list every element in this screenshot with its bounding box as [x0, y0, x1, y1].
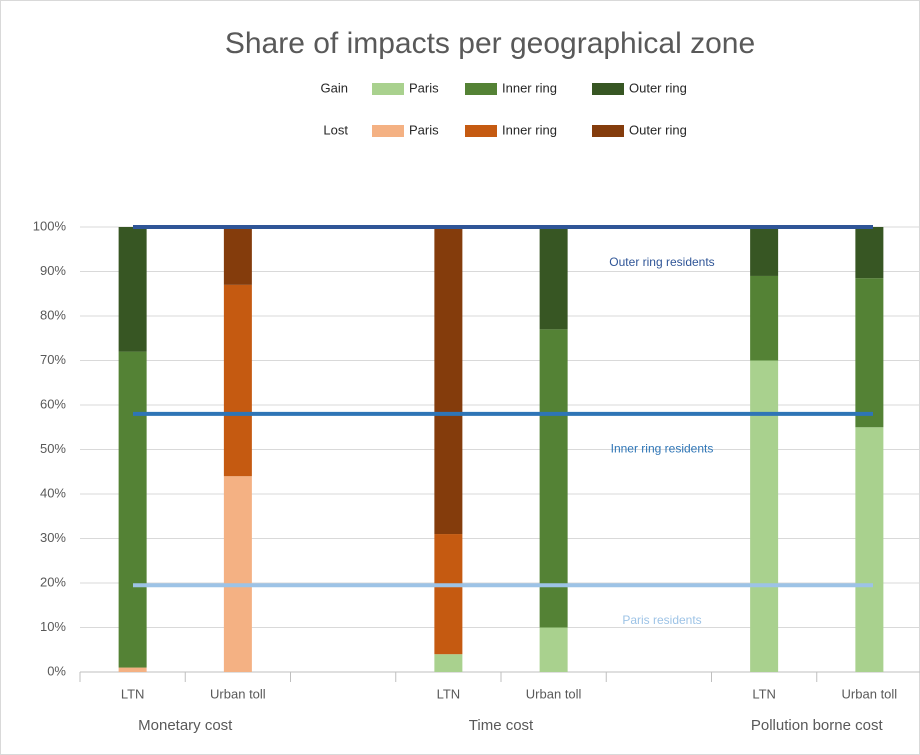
legend-label: Paris: [409, 122, 439, 137]
x-tick-label: LTN: [437, 686, 461, 701]
x-tick-label: Urban toll: [210, 686, 266, 701]
bar-segment: [118, 227, 147, 352]
bar-segment: [750, 360, 779, 672]
y-tick-label: 100%: [33, 218, 67, 233]
group-label: Monetary cost: [138, 717, 233, 734]
reference-line-label: Outer ring residents: [609, 255, 714, 269]
legend-swatch: [592, 83, 624, 95]
legend-label: Paris: [409, 80, 439, 95]
bar-segment: [434, 654, 463, 672]
legend-swatch: [372, 125, 404, 137]
legend-label: Outer ring: [629, 122, 687, 137]
group-label: Pollution borne cost: [751, 717, 884, 734]
x-tick-label: LTN: [121, 686, 145, 701]
legend-group-label: Gain: [321, 80, 348, 95]
y-tick-label: 30%: [40, 530, 66, 545]
bar-segment: [855, 427, 884, 672]
legend-swatch: [592, 125, 624, 137]
chart-title: Share of impacts per geographical zone: [225, 27, 755, 60]
x-tick-label: Urban toll: [526, 686, 582, 701]
bar-segment: [118, 667, 147, 672]
bar-segment: [539, 627, 568, 672]
bar-segment: [539, 329, 568, 628]
y-tick-label: 50%: [40, 441, 66, 456]
bar-segment: [750, 227, 779, 276]
group-label: Time cost: [469, 717, 534, 734]
bar-segment: [223, 476, 252, 672]
bar-segment: [750, 275, 779, 361]
reference-line-label: Inner ring residents: [611, 442, 714, 456]
legend-group-label: Lost: [323, 122, 348, 137]
bar-segment: [118, 351, 147, 668]
bar-segment: [434, 534, 463, 655]
x-tick-label: LTN: [752, 686, 776, 701]
bar-segment: [539, 227, 568, 330]
bar-segment: [434, 227, 463, 535]
y-tick-label: 80%: [40, 307, 66, 322]
legend-swatch: [372, 83, 404, 95]
bar-segment: [855, 278, 884, 428]
y-tick-label: 0%: [47, 663, 66, 678]
y-tick-label: 70%: [40, 352, 66, 367]
y-tick-label: 90%: [40, 263, 66, 278]
y-tick-label: 40%: [40, 485, 66, 500]
legend-swatch: [465, 125, 497, 137]
y-tick-label: 20%: [40, 574, 66, 589]
x-tick-label: Urban toll: [842, 686, 898, 701]
y-tick-label: 60%: [40, 396, 66, 411]
legend-label: Inner ring: [502, 80, 557, 95]
reference-line-label: Paris residents: [622, 613, 701, 627]
bar-segment: [223, 284, 252, 477]
bar-segment: [855, 227, 884, 279]
y-tick-label: 10%: [40, 619, 66, 634]
legend-label: Outer ring: [629, 80, 687, 95]
legend-label: Inner ring: [502, 122, 557, 137]
legend-swatch: [465, 83, 497, 95]
bar-segment: [223, 227, 252, 285]
